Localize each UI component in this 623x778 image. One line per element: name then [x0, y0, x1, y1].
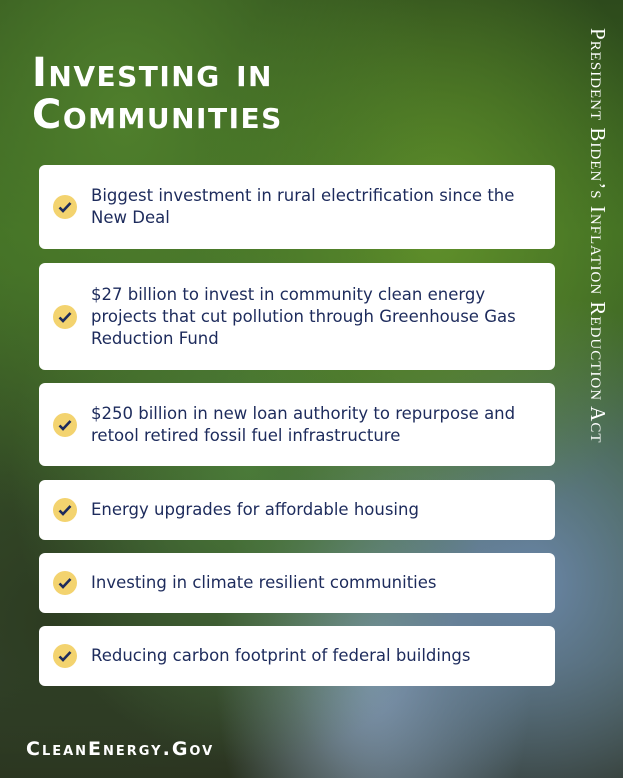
check-icon [53, 195, 77, 219]
title-line-1: Investing in [32, 50, 273, 96]
title-line-2: Communities [32, 92, 283, 138]
check-icon [53, 498, 77, 522]
item-text: $27 billion to invest in community clean… [91, 284, 516, 348]
item-text: Reducing carbon footprint of federal bui… [91, 646, 471, 665]
item-text: Energy upgrades for affordable housing [91, 500, 419, 519]
item-text: Investing in climate resilient communiti… [91, 573, 437, 592]
item-text: Biggest investment in rural electrificat… [91, 186, 515, 227]
list-item: Energy upgrades for affordable housing [39, 480, 555, 540]
footer-site: CleanEnergy.Gov [26, 738, 215, 760]
list-item: $27 billion to invest in community clean… [39, 263, 555, 370]
page-title: Investing in Communities [32, 52, 283, 136]
list-item: Investing in climate resilient communiti… [39, 553, 555, 613]
check-icon [53, 644, 77, 668]
list-item: Reducing carbon footprint of federal bui… [39, 626, 555, 686]
list-item: $250 billion in new loan authority to re… [39, 383, 555, 466]
check-icon [53, 304, 77, 329]
side-title: President Biden’s Inflation Reduction Ac… [586, 28, 610, 444]
list-item: Biggest investment in rural electrificat… [39, 165, 555, 249]
check-icon [53, 412, 77, 437]
check-icon [53, 571, 77, 595]
item-text: $250 billion in new loan authority to re… [91, 403, 516, 445]
